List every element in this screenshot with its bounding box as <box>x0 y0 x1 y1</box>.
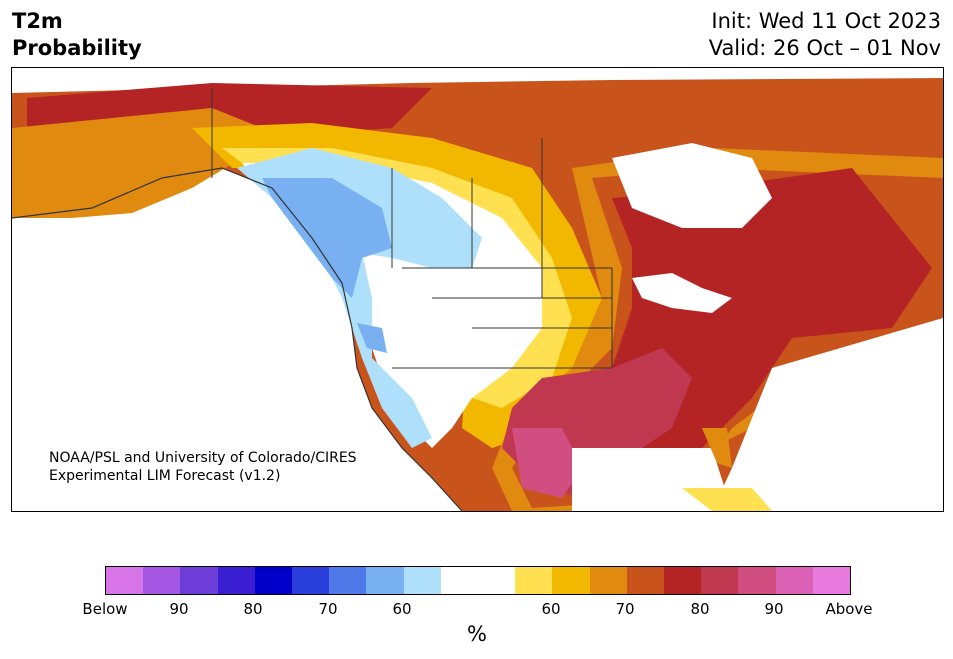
atlantic-ocean <box>712 318 943 511</box>
map-title: T2m Probability <box>12 8 142 62</box>
colorbar-segment <box>738 567 776 594</box>
pacific-ocean <box>12 168 462 511</box>
colorbar-segment <box>292 567 330 594</box>
colorbar-tick-label: 80 <box>243 600 263 618</box>
colorbar-segment <box>366 567 404 594</box>
colorbar-segment <box>515 567 553 594</box>
colorbar-tick-label: 60 <box>541 600 561 618</box>
below-normal-patch <box>357 323 387 353</box>
date-info: Init: Wed 11 Oct 2023 Valid: 26 Oct – 01… <box>709 8 941 62</box>
init-date: Init: Wed 11 Oct 2023 <box>711 9 941 33</box>
colorbar-tick-label: 70 <box>615 600 635 618</box>
credit-line-2: Experimental LIM Forecast (v1.2) <box>49 468 281 484</box>
colorbar-segment <box>701 567 739 594</box>
colorbar-segment <box>217 567 255 594</box>
pacific-coastline <box>12 167 463 511</box>
colorbar-segment <box>440 567 479 594</box>
colorbar-tick-label: 90 <box>169 600 189 618</box>
colorbar-segment <box>552 567 590 594</box>
colorbar-segment <box>254 567 293 594</box>
colorbar-segment <box>329 567 367 594</box>
colorbar-tick-label: 90 <box>764 600 784 618</box>
colorbar-tick-label: 60 <box>392 600 412 618</box>
hudson-bay <box>612 143 772 228</box>
colorbar-segment <box>589 567 627 594</box>
credit-line-1: NOAA/PSL and University of Colorado/CIRE… <box>49 450 357 466</box>
boundary-lines <box>211 88 613 369</box>
colorbar-segment <box>664 567 702 594</box>
florida <box>702 428 732 468</box>
colorbar-segment <box>812 567 851 594</box>
product-label: Probability <box>12 36 142 60</box>
colorbar-unit: % <box>467 622 487 646</box>
colorbar-segment <box>626 567 665 594</box>
colorbar-tick-label: Above <box>825 600 873 618</box>
colorbar-tick-label: Below <box>82 600 128 618</box>
colorbar-tick-label: 70 <box>318 600 338 618</box>
texas-magenta-patch <box>512 428 582 498</box>
great-lakes <box>632 273 732 313</box>
below-normal-mid <box>262 178 392 298</box>
colorbar-tick-label: 80 <box>690 600 710 618</box>
colorbar <box>105 566 851 595</box>
colorbar-segment <box>106 567 144 594</box>
colorbar-segment <box>478 567 516 594</box>
valid-period: Valid: 26 Oct – 01 Nov <box>708 36 941 60</box>
cuba <box>682 488 772 511</box>
colorbar-segment <box>775 567 813 594</box>
probability-map <box>12 68 943 511</box>
colorbar-segment <box>143 567 181 594</box>
map-panel <box>11 67 944 512</box>
credit-text: NOAA/PSL and University of Colorado/CIRE… <box>49 449 357 485</box>
variable-label: T2m <box>12 9 63 33</box>
colorbar-segment <box>180 567 218 594</box>
colorbar-segment <box>403 567 441 594</box>
